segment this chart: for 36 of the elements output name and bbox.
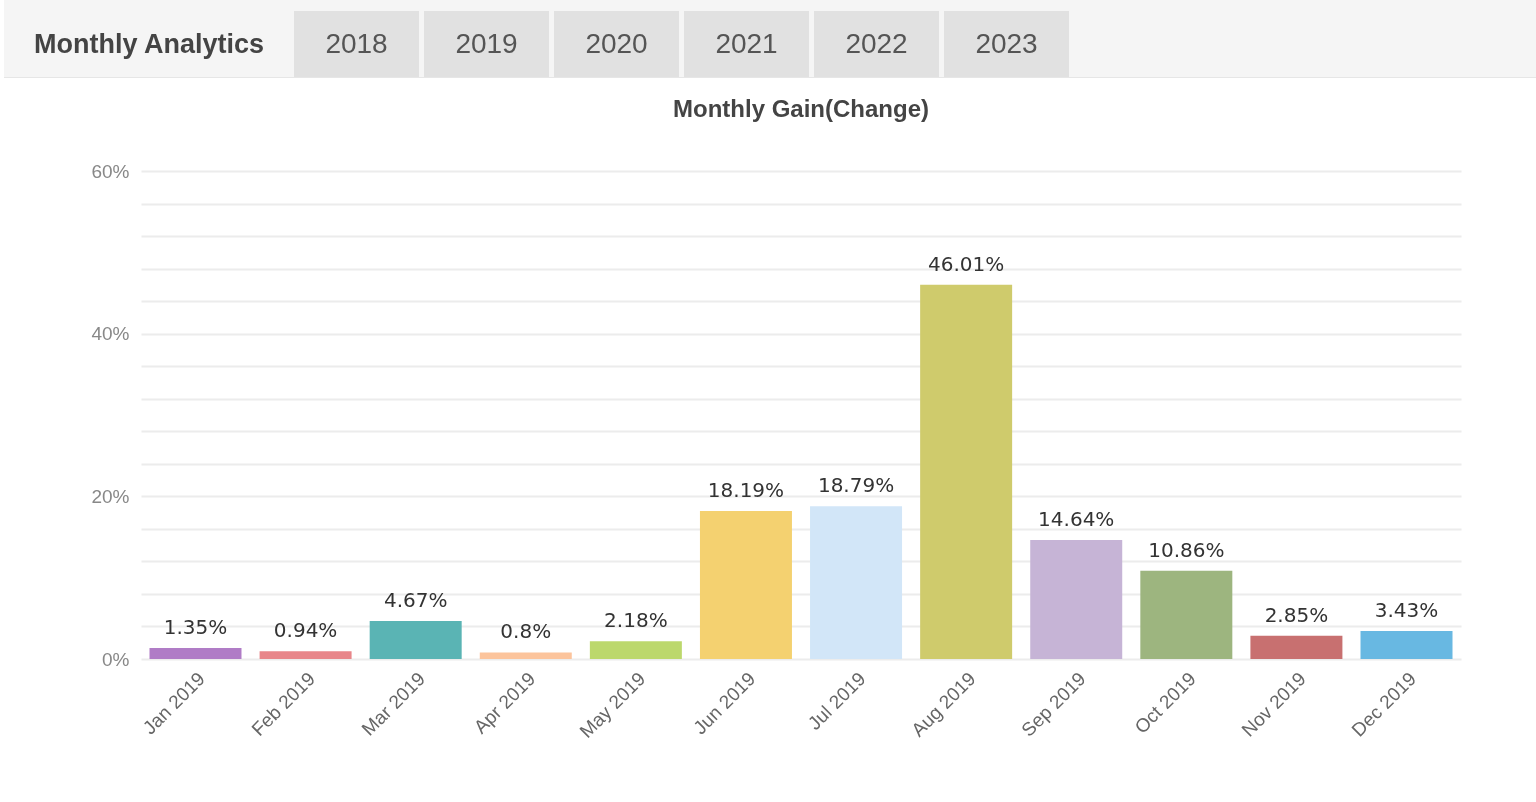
bar <box>479 652 572 659</box>
bar <box>369 621 462 659</box>
data-label: 2.85% <box>1264 602 1329 627</box>
y-tick-label: 40% <box>91 323 130 345</box>
bar <box>920 284 1013 659</box>
data-label: 2.18% <box>604 608 668 633</box>
text: 2020 <box>554 11 680 77</box>
bar <box>259 651 352 659</box>
data-label: 3.43% <box>1374 598 1439 623</box>
text: 2019 <box>424 11 550 77</box>
data-label: 0.94% <box>273 618 338 643</box>
y-tick-label: 0% <box>102 648 130 670</box>
bar <box>810 506 903 659</box>
text: Monthly Analytics <box>33 29 266 61</box>
data-label: 4.67% <box>383 588 448 613</box>
y-tick-label: 20% <box>91 485 130 507</box>
bar <box>149 648 242 659</box>
data-label: 1.35% <box>163 615 228 640</box>
data-label: 0.8% <box>500 619 552 644</box>
chart-title: Monthly Gain(Change) <box>673 95 929 122</box>
data-label: 46.01% <box>928 251 1005 276</box>
data-label: 14.64% <box>1038 506 1115 531</box>
bar <box>1250 635 1343 659</box>
bar <box>589 641 682 659</box>
data-label: 18.19% <box>707 478 785 503</box>
bar <box>1360 631 1453 659</box>
text: 2021 <box>684 11 810 77</box>
bar <box>699 511 792 659</box>
bar <box>1030 539 1123 659</box>
text: 2018 <box>294 11 420 77</box>
bar <box>1140 570 1233 659</box>
data-label: 10.86% <box>1148 537 1225 562</box>
text: 2023 <box>944 11 1070 77</box>
text: 2022 <box>814 11 940 77</box>
data-label: 18.79% <box>817 473 895 498</box>
y-tick-label: 60% <box>91 160 130 182</box>
